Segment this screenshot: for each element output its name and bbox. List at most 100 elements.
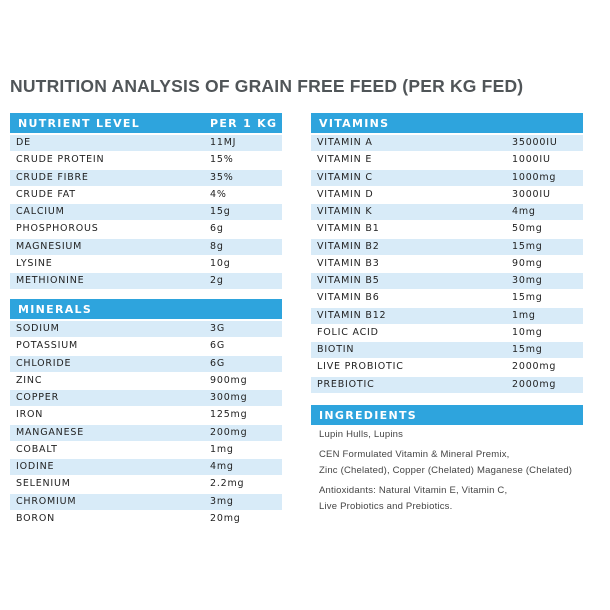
table-row: VITAMIN D 3000IU xyxy=(311,187,583,203)
table-row: IODINE 4mg xyxy=(10,459,282,476)
row-label: VITAMIN A xyxy=(317,137,373,148)
row-label: FOLIC ACID xyxy=(317,326,379,338)
row-label: LIVE PROBIOTIC xyxy=(317,361,404,373)
header-cell: NUTRIENT LEVEL xyxy=(18,117,141,130)
row-value: 2.2mg xyxy=(210,478,245,490)
table-row: SELENIUM 2.2mg xyxy=(10,476,282,492)
table-row: POTASSIUM 6G xyxy=(10,338,282,354)
row-value: 8g xyxy=(210,240,224,252)
row-label: CALCIUM xyxy=(16,206,65,217)
row-value: 90mg xyxy=(512,257,543,269)
row-label: VITAMIN E xyxy=(317,154,373,166)
row-label: PHOSPHOROUS xyxy=(16,223,99,235)
row-label: CHROMIUM xyxy=(16,495,77,507)
row-label: MAGNESIUM xyxy=(16,240,83,252)
row-value: 900mg xyxy=(210,374,248,386)
row-value: 6g xyxy=(210,223,224,235)
table-row: COPPER 300mg xyxy=(10,390,282,407)
table-row: DE 11MJ xyxy=(10,135,282,152)
table-row: VITAMIN B3 90mg xyxy=(311,256,583,272)
row-label: PREBIOTIC xyxy=(317,378,375,390)
row-value: 6G xyxy=(210,340,226,352)
row-value: 15mg xyxy=(512,344,543,355)
table-row: CALCIUM 15g xyxy=(10,204,282,221)
row-value: 15% xyxy=(210,154,234,166)
table-row: VITAMIN B5 30mg xyxy=(311,273,583,290)
row-label: SODIUM xyxy=(16,323,60,334)
table-row: VITAMIN K 4mg xyxy=(311,204,583,221)
table-row: VITAMIN A 35000IU xyxy=(311,135,583,152)
table-row: CHLORIDE 6G xyxy=(10,355,282,372)
row-label: VITAMIN B3 xyxy=(317,257,380,269)
row-label: CHLORIDE xyxy=(16,357,72,369)
row-label: COPPER xyxy=(16,392,59,403)
row-value: 1mg xyxy=(512,309,536,321)
table-row: CHROMIUM 3mg xyxy=(10,493,282,510)
table-row: VITAMIN B2 15mg xyxy=(311,238,583,255)
row-label: DE xyxy=(16,137,31,148)
row-label: VITAMIN B6 xyxy=(317,292,380,304)
table-row: MAGNESIUM 8g xyxy=(10,238,282,255)
row-value: 10mg xyxy=(512,326,543,338)
row-label: BORON xyxy=(16,512,56,524)
row-label: VITAMIN D xyxy=(317,188,374,200)
table-row: LYSINE 10g xyxy=(10,256,282,272)
row-value: 3mg xyxy=(210,495,234,507)
table-row: PREBIOTIC 2000mg xyxy=(311,376,583,393)
row-label: IRON xyxy=(16,409,44,421)
row-label: COBALT xyxy=(16,443,58,455)
row-label: VITAMIN B2 xyxy=(317,240,380,252)
table-row: PHOSPHOROUS 6g xyxy=(10,221,282,237)
row-label: IODINE xyxy=(16,461,55,472)
table-row: IRON 125mg xyxy=(10,407,282,423)
row-value: 11MJ xyxy=(210,137,237,148)
row-label: SELENIUM xyxy=(16,478,71,490)
row-value: 1000mg xyxy=(512,171,557,183)
page-title: NUTRITION ANALYSIS OF GRAIN FREE FEED (P… xyxy=(10,76,524,96)
row-label: BIOTIN xyxy=(317,344,355,355)
row-value: 2000mg xyxy=(512,361,557,373)
row-value: 15g xyxy=(210,206,231,217)
table-row: MANGANESE 200mg xyxy=(10,424,282,441)
table-row: CRUDE PROTEIN 15% xyxy=(10,152,282,168)
row-label: VITAMIN C xyxy=(317,171,373,183)
row-value: 6G xyxy=(210,357,226,369)
header-cell: VITAMINS xyxy=(319,117,390,130)
row-value: 35000IU xyxy=(512,137,558,148)
row-label: MANGANESE xyxy=(16,426,85,438)
table-row: VITAMIN B12 1mg xyxy=(311,307,583,324)
row-value: 1mg xyxy=(210,443,234,455)
row-label: METHIONINE xyxy=(16,275,85,286)
header-cell: INGREDIENTS xyxy=(319,409,417,422)
ingredient-text: Antioxidants: Natural Vitamin E, Vitamin… xyxy=(319,485,508,496)
row-label: LYSINE xyxy=(16,257,53,269)
row-value: 4mg xyxy=(512,206,536,217)
row-value: 20mg xyxy=(210,512,241,524)
row-value: 3000IU xyxy=(512,188,551,200)
ingredient-text: CEN Formulated Vitamin & Mineral Premix, xyxy=(319,449,510,460)
row-value: 2g xyxy=(210,275,224,286)
row-value: 1000IU xyxy=(512,154,551,166)
header-cell: MINERALS xyxy=(18,303,93,316)
table-row: BIOTIN 15mg xyxy=(311,342,583,359)
header-cell: PER 1 KG xyxy=(210,117,278,130)
row-value: 10g xyxy=(210,257,231,269)
row-label: VITAMIN B1 xyxy=(317,223,380,235)
row-value: 300mg xyxy=(210,392,248,403)
row-value: 200mg xyxy=(210,426,248,438)
row-value: 2000mg xyxy=(512,378,557,390)
row-value: 30mg xyxy=(512,275,543,286)
table-row: VITAMIN E 1000IU xyxy=(311,152,583,168)
table-header: VITAMINS xyxy=(311,113,583,133)
table-header: NUTRIENT LEVEL PER 1 KG xyxy=(10,113,282,133)
table-row: VITAMIN B1 50mg xyxy=(311,221,583,237)
row-value: 15mg xyxy=(512,292,543,304)
table-row: BORON 20mg xyxy=(10,511,282,527)
table-row: CRUDE FIBRE 35% xyxy=(10,169,282,186)
table-row: VITAMIN B6 15mg xyxy=(311,290,583,306)
table-header: INGREDIENTS xyxy=(311,405,583,425)
row-value: 125mg xyxy=(210,409,248,421)
row-value: 35% xyxy=(210,171,234,183)
table-row: METHIONINE 2g xyxy=(10,273,282,290)
